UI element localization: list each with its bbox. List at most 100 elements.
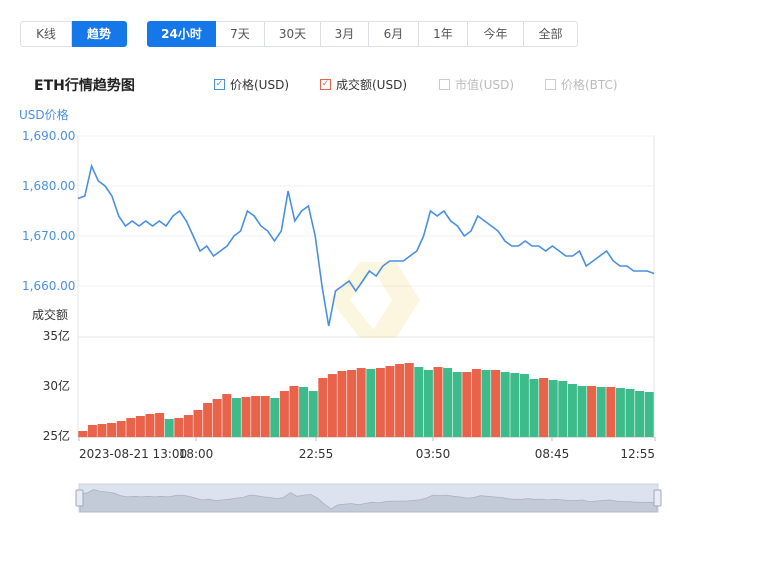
volume-bar xyxy=(347,370,357,437)
volume-bar xyxy=(241,397,251,437)
volume-bar xyxy=(577,386,587,437)
tab-range_tabs-5[interactable]: 1年 xyxy=(419,21,468,47)
watermark-shape-left xyxy=(330,262,380,338)
price-tick-label: 1,680.00 xyxy=(22,179,75,193)
volume-bar xyxy=(318,378,328,437)
legend-item-0[interactable]: ✓ 价格(USD) xyxy=(214,76,289,93)
tab-range_tabs-4[interactable]: 6月 xyxy=(369,21,419,47)
tab-range_tabs-7[interactable]: 全部 xyxy=(524,21,578,47)
volume-bar xyxy=(491,370,501,437)
legend-label: 成交额(USD) xyxy=(336,78,408,92)
volume-tick-label: 35亿 xyxy=(43,328,70,343)
volume-bar xyxy=(548,380,558,437)
chart-title: ETH行情趋势图 xyxy=(34,78,135,94)
chart-type-tabs: K线 趋势 xyxy=(20,21,127,47)
volume-bar xyxy=(289,386,299,437)
volume-bar xyxy=(529,379,539,437)
volume-bar xyxy=(260,396,270,437)
volume-bar xyxy=(193,410,203,437)
volume-bar xyxy=(135,416,145,437)
volume-bar xyxy=(116,421,126,437)
volume-bar xyxy=(635,391,645,437)
volume-bar xyxy=(251,396,261,437)
volume-bar xyxy=(145,414,155,437)
price-tick-label: 1,660.00 xyxy=(22,279,75,293)
volume-bar xyxy=(452,372,462,437)
watermark-logo xyxy=(330,262,420,338)
volume-bar xyxy=(481,370,491,437)
zoom-handle-left[interactable] xyxy=(75,489,84,507)
x-tick-label: 03:50 xyxy=(416,447,451,461)
volume-bars xyxy=(78,363,654,437)
price-line xyxy=(77,163,655,327)
volume-bar xyxy=(107,423,117,437)
volume-bar xyxy=(462,372,472,437)
x-tick-label: 2023-08-21 13:00 xyxy=(79,447,187,461)
legend-label: 价格(USD) xyxy=(230,78,290,92)
volume-bar xyxy=(625,389,635,437)
volume-bar xyxy=(174,418,184,437)
x-tick-label: 08:45 xyxy=(535,447,570,461)
tab-range_tabs-2[interactable]: 30天 xyxy=(265,21,321,47)
legend-item-1[interactable]: ✓ 成交额(USD) xyxy=(320,76,407,93)
volume-bar xyxy=(279,391,289,437)
tab-type_tabs-0[interactable]: K线 xyxy=(20,21,72,47)
price-tick-label: 1,690.00 xyxy=(22,129,75,143)
volume-bar xyxy=(327,374,337,437)
volume-bar xyxy=(471,369,481,437)
volume-bar xyxy=(337,371,347,437)
volume-bar xyxy=(299,387,309,437)
volume-bar xyxy=(644,392,654,437)
x-tick-label: 18:00 xyxy=(179,447,214,461)
volume-bar xyxy=(155,413,165,437)
legend-checkbox-icon[interactable] xyxy=(439,79,450,90)
volume-bar xyxy=(78,431,88,437)
legend-checkbox-icon[interactable]: ✓ xyxy=(320,79,331,90)
volume-bar xyxy=(587,386,597,437)
zoom-slider-preview xyxy=(79,489,658,513)
volume-bar xyxy=(270,398,280,437)
volume-tick-label: 25亿 xyxy=(43,428,70,443)
x-tick-label: 12:55 xyxy=(620,447,655,461)
price-tick-label: 1,670.00 xyxy=(22,229,75,243)
tab-range_tabs-6[interactable]: 今年 xyxy=(468,21,524,47)
legend-item-2[interactable]: 市值(USD) xyxy=(439,76,514,93)
volume-bar xyxy=(423,370,433,437)
volume-bar xyxy=(183,415,193,437)
legend-label: 市值(USD) xyxy=(455,78,515,92)
volume-bar xyxy=(203,403,213,437)
tab-range_tabs-0[interactable]: 24小时 xyxy=(147,21,216,47)
volume-bar xyxy=(519,374,529,437)
time-range-tabs: 24小时 7天 30天 3月 6月 1年 今年 全部 xyxy=(147,21,578,47)
price-axis-label: USD价格 xyxy=(19,107,69,122)
volume-bar xyxy=(222,394,232,437)
tab-range_tabs-3[interactable]: 3月 xyxy=(321,21,369,47)
volume-bar xyxy=(404,363,414,437)
volume-bar xyxy=(385,366,395,437)
volume-bar xyxy=(615,388,625,437)
legend-item-3[interactable]: 价格(BTC) xyxy=(545,76,618,93)
volume-bar xyxy=(97,424,107,437)
tab-range_tabs-1[interactable]: 7天 xyxy=(216,21,265,47)
volume-bar xyxy=(500,372,510,437)
volume-bar xyxy=(606,387,616,437)
x-tick-label: 22:55 xyxy=(299,447,334,461)
volume-bar xyxy=(539,378,549,437)
volume-bar xyxy=(558,381,568,437)
volume-bar xyxy=(510,373,520,437)
volume-bar xyxy=(596,387,606,437)
legend-checkbox-icon[interactable] xyxy=(545,79,556,90)
volume-bar xyxy=(433,367,443,437)
volume-bar xyxy=(164,419,174,437)
volume-bar xyxy=(443,368,453,437)
zoom-slider xyxy=(75,483,662,513)
watermark-shape-right xyxy=(368,262,420,338)
tab-type_tabs-1[interactable]: 趋势 xyxy=(72,21,127,47)
volume-bar xyxy=(375,368,385,437)
zoom-handle-right[interactable] xyxy=(653,489,662,507)
legend-checkbox-icon[interactable]: ✓ xyxy=(214,79,225,90)
volume-axis-label: 成交额 xyxy=(32,307,68,322)
volume-bar xyxy=(356,368,366,437)
legend-label: 价格(BTC) xyxy=(561,78,618,92)
